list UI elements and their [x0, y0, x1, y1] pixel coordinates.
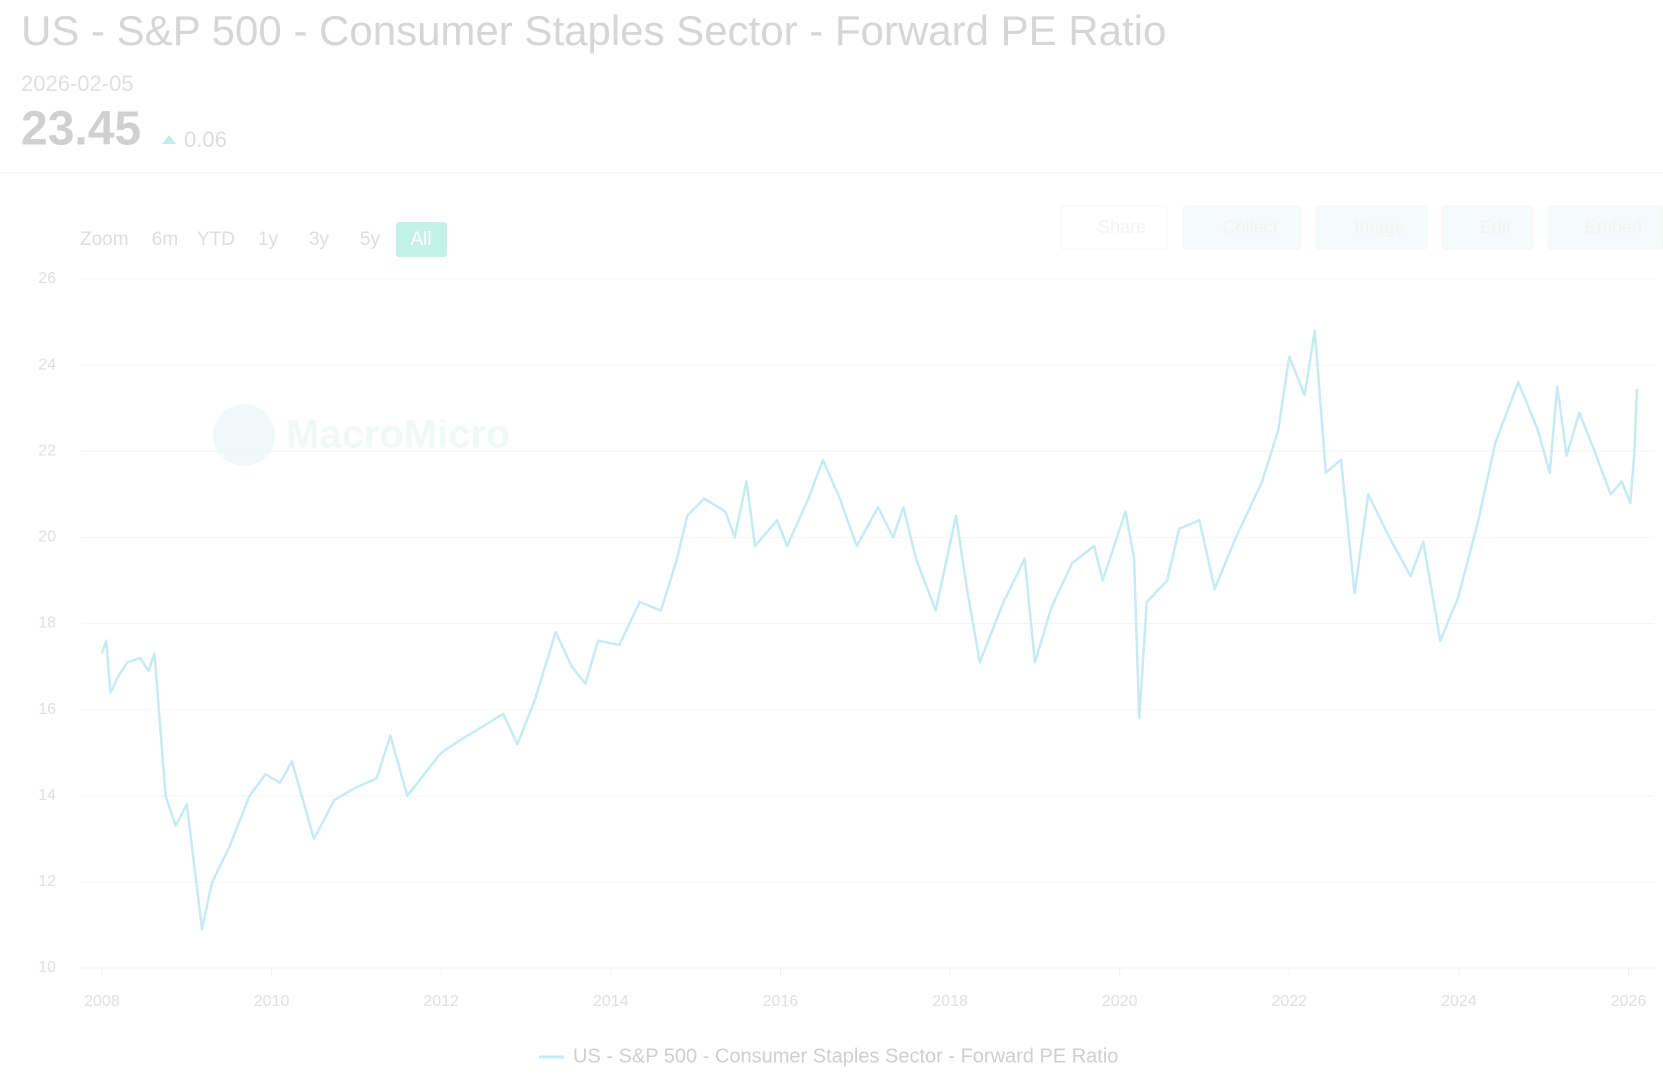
action-label[interactable]: Collect — [1222, 217, 1277, 237]
x-tick-label: 2026 — [1611, 993, 1647, 1010]
action-label[interactable]: Embed — [1585, 217, 1642, 237]
range-button[interactable]: 5y — [360, 229, 381, 250]
up-arrow — [162, 135, 176, 144]
data-line — [100, 329, 1639, 931]
range-button[interactable]: 3y — [309, 229, 330, 250]
watermark: MacroMicro — [286, 413, 511, 457]
x-tick-label: 2024 — [1441, 993, 1477, 1010]
range-button[interactable]: All — [410, 229, 431, 250]
range-button-bg[interactable] — [396, 222, 447, 257]
title: US - S&P 500 - Consumer Staples Sector -… — [21, 7, 1166, 54]
range-button[interactable]: 6m — [152, 229, 178, 250]
legend-label[interactable]: US - S&P 500 - Consumer Staples Sector -… — [573, 1045, 1118, 1067]
action-button[interactable] — [1547, 205, 1663, 250]
y-tick-label: 20 — [38, 529, 56, 546]
y-tick-label: 24 — [38, 356, 56, 373]
y-tick-label: 26 — [38, 270, 56, 287]
watermark-logo — [213, 404, 275, 466]
x-tick-label: 2016 — [763, 993, 799, 1010]
range-button[interactable]: YTD — [197, 229, 235, 250]
value: 23.45 — [21, 103, 141, 156]
y-tick-label: 14 — [38, 787, 56, 804]
range-button[interactable]: 1y — [258, 229, 279, 250]
action-label[interactable]: Share — [1098, 217, 1146, 237]
change: 0.06 — [184, 127, 227, 152]
y-tick-label: 16 — [38, 701, 56, 718]
x-tick-label: 2022 — [1272, 993, 1308, 1010]
x-tick-label: 2018 — [932, 993, 968, 1010]
action-button[interactable] — [1060, 205, 1168, 250]
y-tick-label: 18 — [38, 615, 56, 632]
action-button[interactable] — [1315, 205, 1428, 250]
x-tick-label: 2010 — [254, 993, 290, 1010]
x-tick-label: 2014 — [593, 993, 629, 1010]
y-tick-label: 12 — [38, 873, 56, 890]
y-tick-label: 22 — [38, 442, 56, 459]
y-tick-label: 10 — [38, 959, 56, 976]
x-tick-label: 2012 — [423, 993, 459, 1010]
action-button[interactable] — [1182, 205, 1302, 250]
action-label[interactable]: Edit — [1480, 217, 1511, 237]
zoom-label: Zoom — [80, 229, 129, 250]
x-tick-label: 2008 — [84, 993, 120, 1010]
action-button[interactable] — [1441, 205, 1534, 250]
x-tick-label: 2020 — [1102, 993, 1138, 1010]
date: 2026-02-05 — [21, 71, 134, 96]
action-label[interactable]: Image — [1354, 217, 1404, 237]
